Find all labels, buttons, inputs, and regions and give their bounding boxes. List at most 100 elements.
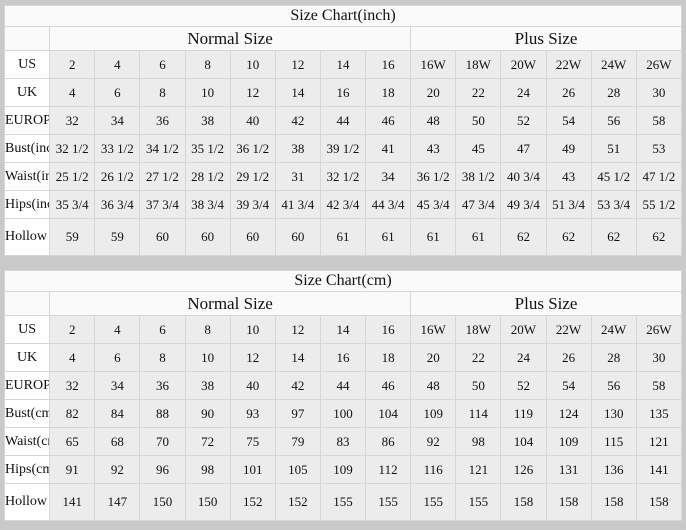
table-cell: 109 xyxy=(410,399,457,428)
table-row: EUROPE3234363840424446485052545658 xyxy=(3,106,683,135)
table-cell: 10 xyxy=(229,50,276,79)
row-label: EUROPE xyxy=(3,371,51,400)
table-cell: 150 xyxy=(139,483,186,521)
table-cell: 12 xyxy=(229,78,276,107)
table-cell: 46 xyxy=(364,106,412,135)
table-cell: 16W xyxy=(410,50,457,79)
table-cell: 14 xyxy=(274,78,321,107)
table-cell: 18 xyxy=(364,78,412,107)
table-cell: 10 xyxy=(184,343,231,372)
table-cell: 44 3/4 xyxy=(364,190,412,219)
table-cell: 42 xyxy=(274,106,321,135)
row-label: Waist(inch) xyxy=(3,162,51,191)
table-cell: 34 xyxy=(94,106,141,135)
table-cell: 12 xyxy=(274,50,321,79)
table-cell: 6 xyxy=(94,343,141,372)
table-cell: 54 xyxy=(545,371,592,400)
table-cell: 20 xyxy=(410,343,457,372)
table-cell: 152 xyxy=(274,483,321,521)
table-cell: 37 3/4 xyxy=(139,190,186,219)
table-cell: 47 xyxy=(500,134,547,163)
table-cell: 152 xyxy=(229,483,276,521)
table-cell: 39 1/2 xyxy=(319,134,367,163)
table-cell: 53 3/4 xyxy=(590,190,637,219)
table-cell: 4 xyxy=(49,78,96,107)
table-cell: 4 xyxy=(94,315,141,344)
row-label: Hollow to Floor(cm) xyxy=(3,483,51,521)
table-cell: 92 xyxy=(410,427,457,456)
table-cell: 55 1/2 xyxy=(635,190,683,219)
table-cell: 141 xyxy=(635,455,683,484)
table-cell: 51 xyxy=(590,134,637,163)
group-normal-size: Normal Size xyxy=(49,26,412,51)
size-chart-cm: Size Chart(cm) Normal Size Plus Size US 2… xyxy=(3,270,683,521)
table-row: Hollow to Floor(cm)141147150150152152155… xyxy=(3,483,683,521)
table-cell: 28 xyxy=(590,343,637,372)
table-cell: 46 xyxy=(364,371,412,400)
table-cell: 52 xyxy=(500,371,547,400)
table-cell: 18W xyxy=(455,315,502,344)
table-cell: 88 xyxy=(139,399,186,428)
table-cell: 47 3/4 xyxy=(455,190,502,219)
table-cell: 20W xyxy=(500,50,547,79)
table-cell: 34 xyxy=(94,371,141,400)
table-cell: 45 xyxy=(455,134,502,163)
table-cell: 158 xyxy=(500,483,547,521)
group-plus-size: Plus Size xyxy=(410,291,682,316)
table-cell: 34 1/2 xyxy=(139,134,186,163)
table-cell: 72 xyxy=(184,427,231,456)
table-cell: 116 xyxy=(410,455,457,484)
table-cell: 39 3/4 xyxy=(229,190,276,219)
table-cell: 104 xyxy=(364,399,412,428)
table-cell: 105 xyxy=(274,455,321,484)
table-cell: 36 xyxy=(139,106,186,135)
table-cell: 50 xyxy=(455,106,502,135)
table-row: Bust(cm)82848890939710010410911411912413… xyxy=(3,399,683,428)
table-cell: 41 3/4 xyxy=(274,190,321,219)
table-cell: 83 xyxy=(319,427,367,456)
table-cell: 44 xyxy=(319,106,367,135)
table-cell: 58 xyxy=(635,106,683,135)
table-cell: 16 xyxy=(364,315,412,344)
table-cell: 8 xyxy=(139,343,186,372)
table-cell: 61 xyxy=(410,218,457,256)
table-cell: 26 xyxy=(545,343,592,372)
table-cell: 18 xyxy=(364,343,412,372)
table-cell: 60 xyxy=(229,218,276,256)
table-cell: 135 xyxy=(635,399,683,428)
row-label: Hollow to Floor(inch) xyxy=(3,218,51,256)
table-cell: 20W xyxy=(500,315,547,344)
table-cell: 10 xyxy=(229,315,276,344)
table-cell: 44 xyxy=(319,371,367,400)
table-cell: 155 xyxy=(364,483,412,521)
table-cell: 43 xyxy=(545,162,592,191)
table-cell: 65 xyxy=(49,427,96,456)
table-cell: 60 xyxy=(139,218,186,256)
table-cell: 40 xyxy=(229,371,276,400)
table-cell: 41 xyxy=(364,134,412,163)
table-cell: 26 xyxy=(545,78,592,107)
table-cell: 30 xyxy=(635,78,683,107)
table-cell: 155 xyxy=(455,483,502,521)
table-cell: 33 1/2 xyxy=(94,134,141,163)
table-cell: 26 1/2 xyxy=(94,162,141,191)
table-cell: 6 xyxy=(94,78,141,107)
table-cell: 51 3/4 xyxy=(545,190,592,219)
size-table: Size Chart(inch) Normal Size Plus Size U… xyxy=(3,5,683,256)
table-title: Size Chart(cm) xyxy=(4,270,682,292)
table-cell: 58 xyxy=(635,371,683,400)
row-label: Bust(cm) xyxy=(3,399,51,428)
row-label: US xyxy=(3,315,51,344)
table-cell: 158 xyxy=(635,483,683,521)
table-cell: 45 1/2 xyxy=(590,162,637,191)
table-cell: 10 xyxy=(184,78,231,107)
table-cell: 4 xyxy=(49,343,96,372)
table-cell: 52 xyxy=(500,106,547,135)
table-cell: 104 xyxy=(500,427,547,456)
table-cell: 38 1/2 xyxy=(455,162,502,191)
table-cell: 16 xyxy=(319,343,367,372)
row-label: Hips(cm) xyxy=(3,455,51,484)
table-cell: 100 xyxy=(319,399,367,428)
table-row: US 2 4 6 8 10 12 14 16 16W 18W 20W 22W 24W 26W xyxy=(3,50,683,79)
row-label: US xyxy=(3,50,51,79)
